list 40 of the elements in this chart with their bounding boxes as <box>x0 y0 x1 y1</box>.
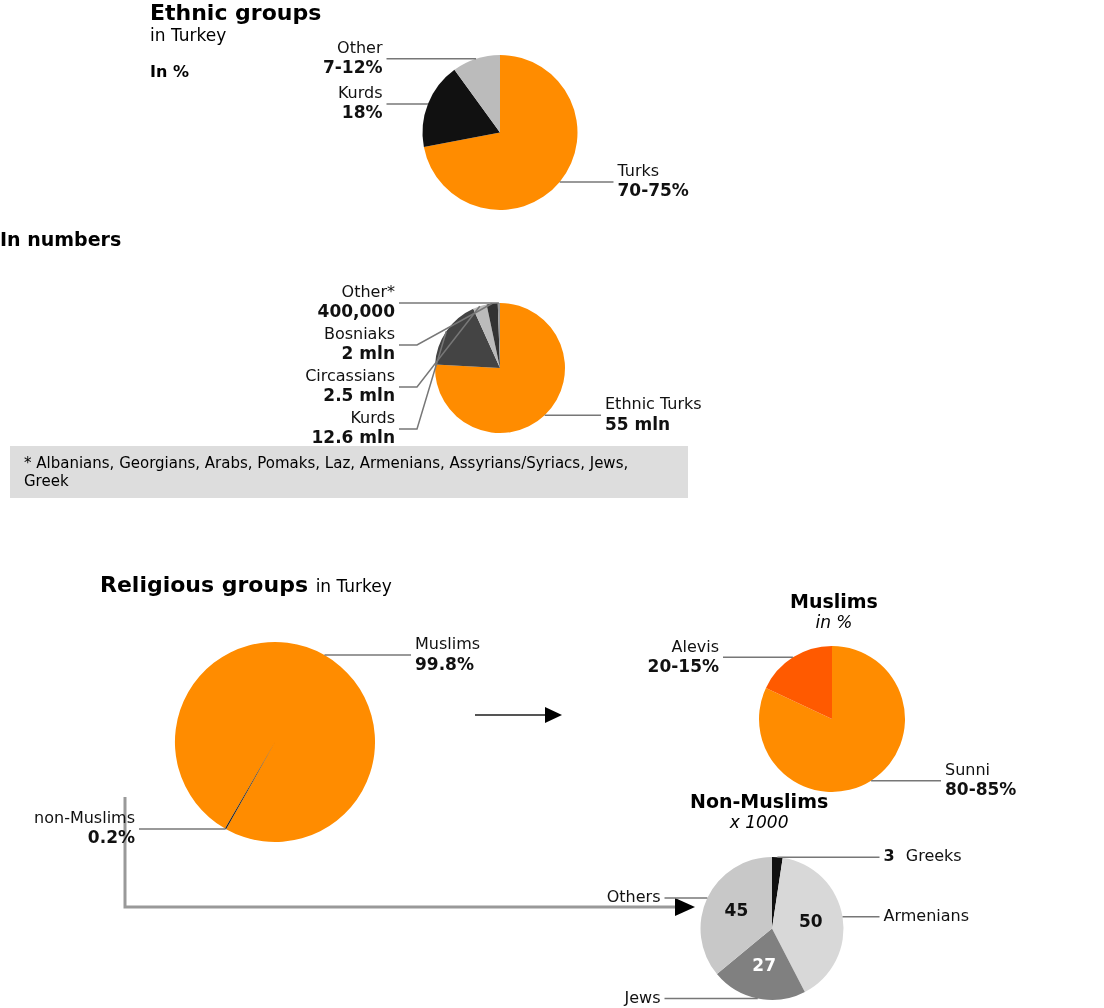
text: 400,000 <box>317 301 395 322</box>
data-label: 99.8% <box>415 653 474 674</box>
text: in Turkey <box>150 25 227 45</box>
data-label: 12.6 mln <box>311 427 395 448</box>
slice-label: non-Muslims <box>34 808 135 828</box>
slice-label: Ethnic Turks <box>605 394 702 414</box>
slice-label: Sunni <box>945 759 991 779</box>
data-label: 2 mln <box>341 343 395 364</box>
text: 20-15% <box>647 655 719 676</box>
chart-subtitle: x 1000 <box>729 812 789 832</box>
text: * Albanians, Georgians, Arabs, Pomaks, Laz, Armenians, Assyrians/Syriacs, Jews, Greek <box>10 446 688 498</box>
slice-label: Alevis <box>671 636 719 656</box>
text: 80-85% <box>945 779 1017 800</box>
slice-label: Turks <box>616 161 660 181</box>
slice-label: Others <box>606 887 661 907</box>
text: In numbers <box>0 228 122 250</box>
text: In % <box>150 62 189 81</box>
slice-label: Armenians <box>883 906 970 926</box>
slice-label: Jews <box>623 987 661 1007</box>
data-label: 27 <box>752 955 776 976</box>
data-label: 3 <box>883 846 895 866</box>
text: 70-75% <box>617 180 689 201</box>
slice-label: Muslims <box>415 634 481 654</box>
slice-label: Kurds <box>350 408 395 428</box>
chart-subtitle: in Turkey <box>315 576 392 596</box>
slice-label: Circassians <box>305 366 395 386</box>
slice-label: Other <box>337 37 383 57</box>
data-label: 45 <box>724 900 749 921</box>
data-label: 18% <box>341 102 383 123</box>
slice-label: Bosniaks <box>323 324 395 344</box>
chart-subtitle: in % <box>815 612 853 632</box>
data-label: 55 mln <box>605 413 671 434</box>
data-label: 50 <box>798 910 823 931</box>
data-label: 2.5 mln <box>323 385 395 406</box>
data-label: 0.2% <box>87 827 135 848</box>
slice-label: Kurds <box>337 83 383 103</box>
chart-title: Religious groups <box>100 572 308 597</box>
text: 7-12% <box>322 57 383 78</box>
slice-label: Greeks <box>905 846 962 866</box>
slice-label: Other* <box>341 282 395 302</box>
